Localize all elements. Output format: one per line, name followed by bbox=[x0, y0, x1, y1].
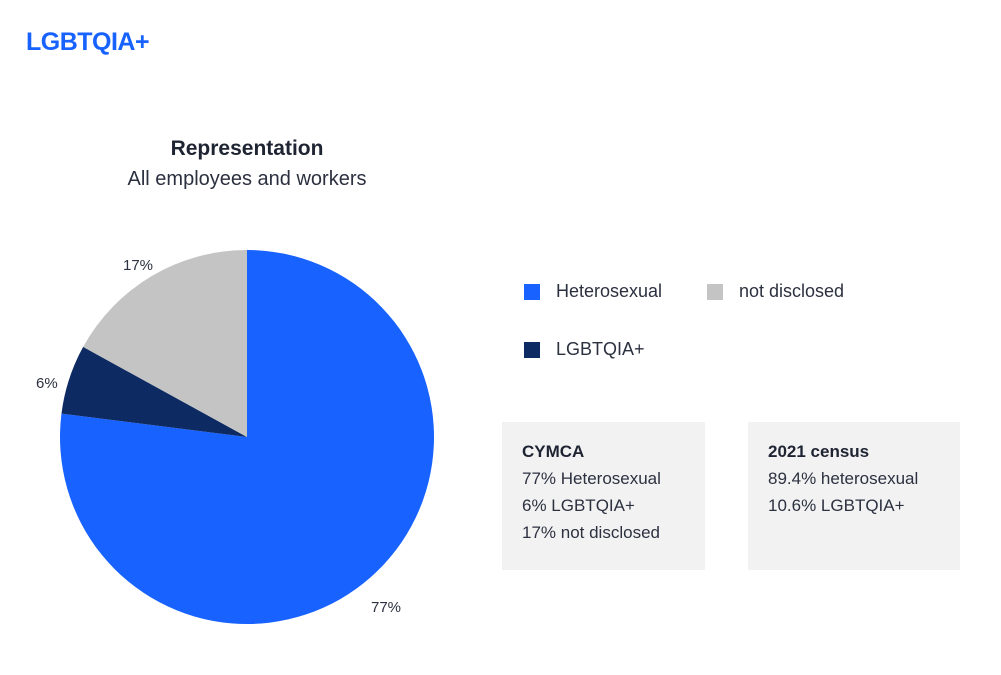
slice-label-heterosexual: 77% bbox=[371, 599, 402, 616]
cymca-box-title: CYMCA bbox=[522, 442, 585, 461]
legend-label-not-disclosed: not disclosed bbox=[739, 281, 845, 301]
cymca-line: 17% not disclosed bbox=[522, 523, 660, 542]
cymca-line: 6% LGBTQIA+ bbox=[522, 496, 635, 515]
legend-swatch-not-disclosed bbox=[707, 283, 723, 300]
legend-item-not-disclosed: not disclosed bbox=[707, 281, 844, 302]
slice-label-lgbtqia: 6% bbox=[36, 375, 58, 392]
legend-swatch-heterosexual bbox=[524, 283, 540, 300]
chart-subtitle: All employees and workers bbox=[127, 168, 367, 190]
cymca-line: 77% Heterosexual bbox=[522, 469, 661, 488]
census-box-title: 2021 census bbox=[768, 442, 870, 461]
legend-label-lgbtqia: LGBTQIA+ bbox=[556, 339, 645, 359]
chart-title: Representation bbox=[170, 137, 324, 160]
census-box: 2021 census 89.4% heterosexual 10.6% LGB… bbox=[748, 422, 960, 570]
cymca-box: CYMCA 77% Heterosexual 6% LGBTQIA+ 17% n… bbox=[502, 422, 705, 570]
census-line: 10.6% LGBTQIA+ bbox=[768, 496, 905, 515]
legend-label-heterosexual: Heterosexual bbox=[556, 281, 663, 301]
page-heading: LGBTQIA+ bbox=[26, 28, 150, 56]
legend-item-heterosexual: Heterosexual bbox=[524, 281, 662, 302]
pie-slice-not-disclosed bbox=[83, 250, 248, 437]
pie-slice-lgbtqia bbox=[61, 346, 248, 437]
legend-item-lgbtqia: LGBTQIA+ bbox=[524, 339, 645, 360]
legend-swatch-lgbtqia bbox=[524, 341, 540, 358]
slice-label-not-disclosed: 17% bbox=[123, 257, 154, 274]
census-line: 89.4% heterosexual bbox=[768, 469, 919, 488]
